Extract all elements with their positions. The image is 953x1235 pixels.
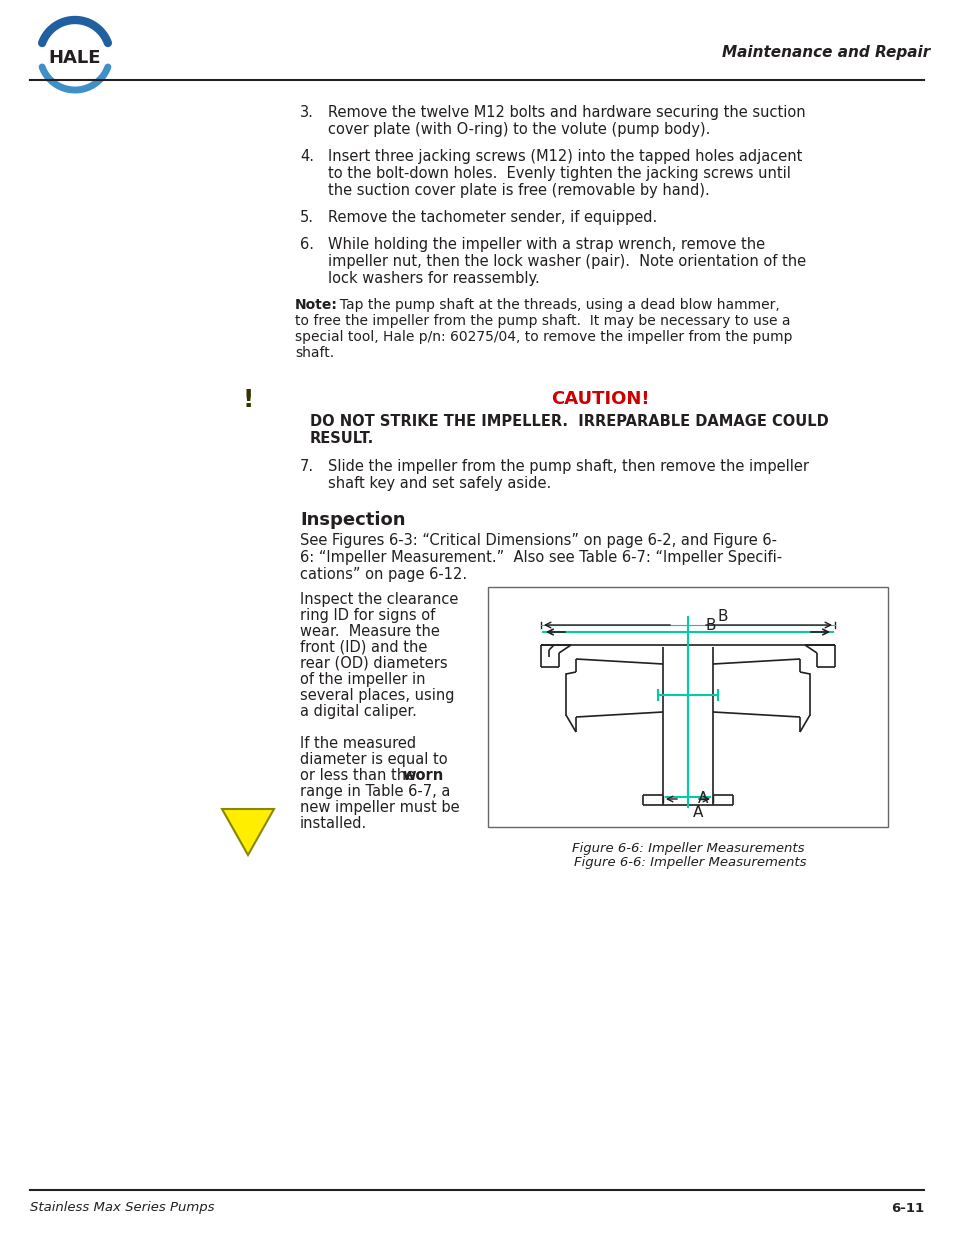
Text: 3.: 3. [299, 105, 314, 120]
Text: to the bolt-down holes.  Evenly tighten the jacking screws until: to the bolt-down holes. Evenly tighten t… [328, 165, 790, 182]
Text: Figure 6-6: Impeller Measurements: Figure 6-6: Impeller Measurements [573, 856, 805, 869]
Text: HALE: HALE [49, 49, 101, 67]
Text: Insert three jacking screws (M12) into the tapped holes adjacent: Insert three jacking screws (M12) into t… [328, 149, 801, 164]
Text: or less than the: or less than the [299, 768, 419, 783]
Text: worn: worn [401, 768, 443, 783]
Text: shaft key and set safely aside.: shaft key and set safely aside. [328, 475, 551, 492]
Text: Remove the twelve M12 bolts and hardware securing the suction: Remove the twelve M12 bolts and hardware… [328, 105, 804, 120]
Text: wear.  Measure the: wear. Measure the [299, 624, 439, 638]
Text: While holding the impeller with a strap wrench, remove the: While holding the impeller with a strap … [328, 237, 764, 252]
Text: special tool, Hale p/n: 60275/04, to remove the impeller from the pump: special tool, Hale p/n: 60275/04, to rem… [294, 330, 792, 345]
Text: rear (OD) diameters: rear (OD) diameters [299, 656, 447, 671]
Text: 6: “Impeller Measurement.”  Also see Table 6-7: “Impeller Specifi-: 6: “Impeller Measurement.” Also see Tabl… [299, 550, 781, 564]
Text: front (ID) and the: front (ID) and the [299, 640, 427, 655]
Text: RESULT.: RESULT. [310, 431, 374, 446]
FancyBboxPatch shape [488, 587, 887, 827]
Polygon shape [222, 809, 274, 855]
Text: 4.: 4. [299, 149, 314, 164]
Text: Figure 6-6: Impeller Measurements: Figure 6-6: Impeller Measurements [571, 842, 803, 855]
Text: DO NOT STRIKE THE IMPELLER.  IRREPARABLE DAMAGE COULD: DO NOT STRIKE THE IMPELLER. IRREPARABLE … [310, 414, 828, 429]
Text: Inspection: Inspection [299, 511, 405, 529]
Text: See Figures 6-3: “Critical Dimensions” on page 6-2, and Figure 6-: See Figures 6-3: “Critical Dimensions” o… [299, 534, 776, 548]
Text: cover plate (with O-ring) to the volute (pump body).: cover plate (with O-ring) to the volute … [328, 122, 710, 137]
Text: of the impeller in: of the impeller in [299, 672, 425, 687]
Text: Remove the tachometer sender, if equipped.: Remove the tachometer sender, if equippe… [328, 210, 657, 225]
Text: impeller nut, then the lock washer (pair).  Note orientation of the: impeller nut, then the lock washer (pair… [328, 254, 805, 269]
Text: 5.: 5. [299, 210, 314, 225]
Text: lock washers for reassembly.: lock washers for reassembly. [328, 270, 539, 287]
Text: ring ID for signs of: ring ID for signs of [299, 608, 435, 622]
Text: !: ! [242, 388, 253, 412]
Text: B: B [705, 618, 716, 632]
Text: cations” on page 6-12.: cations” on page 6-12. [299, 567, 467, 582]
Text: new impeller must be: new impeller must be [299, 800, 459, 815]
Text: Stainless Max Series Pumps: Stainless Max Series Pumps [30, 1202, 214, 1214]
Text: CAUTION!: CAUTION! [550, 390, 649, 408]
Text: diameter is equal to: diameter is equal to [299, 752, 447, 767]
Text: several places, using: several places, using [299, 688, 454, 703]
Text: Tap the pump shaft at the threads, using a dead blow hammer,: Tap the pump shaft at the threads, using… [331, 298, 779, 312]
Text: B: B [718, 609, 728, 624]
Text: a digital caliper.: a digital caliper. [299, 704, 416, 719]
Text: If the measured: If the measured [299, 736, 416, 751]
Text: 6.: 6. [299, 237, 314, 252]
Text: range in Table 6-7, a: range in Table 6-7, a [299, 784, 450, 799]
Text: Inspect the clearance: Inspect the clearance [299, 592, 457, 606]
Text: 7.: 7. [299, 459, 314, 474]
Text: the suction cover plate is free (removable by hand).: the suction cover plate is free (removab… [328, 183, 709, 198]
Text: A: A [698, 790, 708, 806]
Text: shaft.: shaft. [294, 346, 334, 359]
Text: A: A [692, 805, 702, 820]
Text: Slide the impeller from the pump shaft, then remove the impeller: Slide the impeller from the pump shaft, … [328, 459, 808, 474]
Text: 6-11: 6-11 [890, 1202, 923, 1214]
Text: Maintenance and Repair: Maintenance and Repair [721, 44, 929, 59]
Text: to free the impeller from the pump shaft.  It may be necessary to use a: to free the impeller from the pump shaft… [294, 314, 790, 329]
Text: installed.: installed. [299, 816, 367, 831]
Text: Note:: Note: [294, 298, 337, 312]
